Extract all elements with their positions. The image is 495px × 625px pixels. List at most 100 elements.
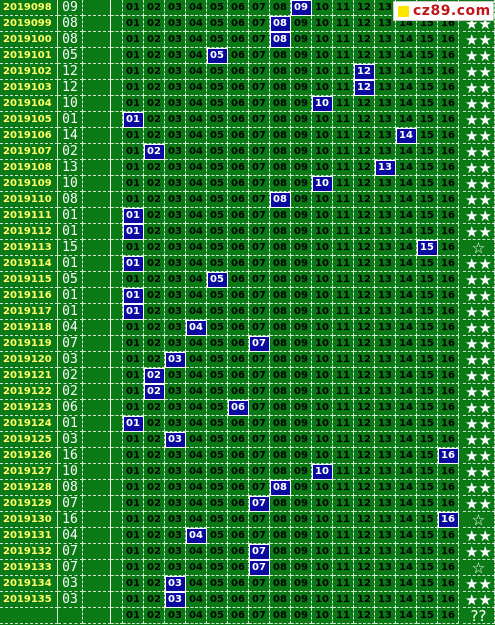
table-row: 2019124 01 01 02 03 04 05 06 07 08 09 10 11 12 13 14 15 1… bbox=[0, 416, 495, 432]
number-cell: 02 bbox=[144, 64, 165, 80]
number-cell: 16 bbox=[438, 48, 459, 64]
number-cell: 11 bbox=[333, 368, 354, 384]
number-cell: 08 bbox=[270, 448, 291, 464]
number-cell: 03 bbox=[165, 544, 186, 560]
star-rating: ★★ bbox=[463, 288, 495, 304]
special-number: 07 bbox=[58, 560, 83, 576]
special-number: 10 bbox=[58, 176, 83, 192]
number-cell: 16 bbox=[438, 80, 459, 96]
issue-number: 2019126 bbox=[0, 448, 58, 464]
spacer-column bbox=[83, 480, 111, 496]
number-cell: 03 bbox=[165, 480, 186, 496]
number-cell: 11 bbox=[333, 176, 354, 192]
number-cell: 13 bbox=[375, 400, 396, 416]
star-rating: ★★ bbox=[463, 224, 495, 240]
spacer-column bbox=[83, 448, 111, 464]
number-cell: 16 bbox=[438, 64, 459, 80]
number-cell: 11 bbox=[333, 80, 354, 96]
issue-number: 2019120 bbox=[0, 352, 58, 368]
number-cell: 10 bbox=[312, 480, 333, 496]
blank-column bbox=[111, 0, 123, 16]
blank-column bbox=[111, 560, 123, 576]
special-number: 08 bbox=[58, 480, 83, 496]
number-cell: 12 bbox=[354, 192, 375, 208]
number-cell: 08 bbox=[270, 576, 291, 592]
number-cell: 16 bbox=[438, 576, 459, 592]
table-row: 2019105 01 01 02 03 04 05 06 07 08 09 10 11 12 13 14 15 1… bbox=[0, 112, 495, 128]
issue-number: 2019118 bbox=[0, 320, 58, 336]
issue-number: 2019128 bbox=[0, 480, 58, 496]
number-cell: 10 bbox=[312, 112, 333, 128]
spacer-column bbox=[83, 512, 111, 528]
number-cell: 10 bbox=[312, 512, 333, 528]
spacer-column bbox=[83, 208, 111, 224]
number-cell: 10 bbox=[312, 384, 333, 400]
number-cell: 09 bbox=[291, 432, 312, 448]
hit-number-cell: 03 bbox=[165, 352, 186, 368]
number-cell: 08 bbox=[270, 528, 291, 544]
star-rating: ★★ bbox=[463, 448, 495, 464]
number-cell: 06 bbox=[228, 512, 249, 528]
spacer-column bbox=[83, 608, 111, 624]
star-rating: ★★ bbox=[463, 144, 495, 160]
number-cell: 08 bbox=[270, 208, 291, 224]
number-cell: 15 bbox=[417, 256, 438, 272]
number-cell: 06 bbox=[228, 192, 249, 208]
table-row: 2019125 03 01 02 03 04 05 06 07 08 09 10 11 12 13 14 15 1… bbox=[0, 432, 495, 448]
number-cell: 13 bbox=[375, 592, 396, 608]
number-cell: 09 bbox=[291, 176, 312, 192]
number-cell: 02 bbox=[144, 432, 165, 448]
spacer-column bbox=[83, 528, 111, 544]
hit-number-cell: 01 bbox=[123, 208, 144, 224]
number-cell: 07 bbox=[249, 352, 270, 368]
spacer-column bbox=[83, 48, 111, 64]
spacer-column bbox=[83, 400, 111, 416]
number-cell: 12 bbox=[354, 432, 375, 448]
number-cell: 14 bbox=[396, 144, 417, 160]
number-cell: 13 bbox=[375, 96, 396, 112]
number-cell: 07 bbox=[249, 320, 270, 336]
number-cell: 15 bbox=[417, 576, 438, 592]
number-cell: 06 bbox=[228, 608, 249, 624]
number-cell: 06 bbox=[228, 320, 249, 336]
blank-column bbox=[111, 48, 123, 64]
hit-number-cell: 03 bbox=[165, 592, 186, 608]
spacer-column bbox=[83, 144, 111, 160]
number-cell: 15 bbox=[417, 336, 438, 352]
number-cell: 04 bbox=[186, 496, 207, 512]
blank-column bbox=[111, 528, 123, 544]
number-cell: 15 bbox=[417, 208, 438, 224]
number-cell: 12 bbox=[354, 464, 375, 480]
number-cell: 04 bbox=[186, 544, 207, 560]
star-rating: ★★ bbox=[463, 64, 495, 80]
number-cell: 08 bbox=[270, 496, 291, 512]
number-cell: 14 bbox=[396, 480, 417, 496]
number-cell: 11 bbox=[333, 0, 354, 16]
blank-column bbox=[111, 512, 123, 528]
number-cell: 15 bbox=[417, 288, 438, 304]
special-number: 02 bbox=[58, 144, 83, 160]
number-cell: 11 bbox=[333, 160, 354, 176]
number-cell: 16 bbox=[438, 320, 459, 336]
number-cell: 06 bbox=[228, 144, 249, 160]
number-cell: 12 bbox=[354, 576, 375, 592]
table-row: 2019135 03 01 02 03 04 05 06 07 08 09 10 11 12 13 14 15 1… bbox=[0, 592, 495, 608]
table-row: 2019131 04 01 02 03 04 05 06 07 08 09 10 11 12 13 14 15 1… bbox=[0, 528, 495, 544]
number-cell: 02 bbox=[144, 560, 165, 576]
table-row: 2019110 08 01 02 03 04 05 06 07 08 09 10 11 12 13 14 15 1… bbox=[0, 192, 495, 208]
number-cell: 09 bbox=[291, 80, 312, 96]
number-cell: 11 bbox=[333, 128, 354, 144]
star-rating: ★★ bbox=[463, 336, 495, 352]
number-cell: 13 bbox=[375, 272, 396, 288]
number-cell: 08 bbox=[270, 224, 291, 240]
spacer-column bbox=[83, 592, 111, 608]
number-cell: 06 bbox=[228, 32, 249, 48]
number-cell: 08 bbox=[270, 464, 291, 480]
number-cell: 12 bbox=[354, 32, 375, 48]
blank-column bbox=[111, 480, 123, 496]
table-row: 2019103 12 01 02 03 04 05 06 07 08 09 10 11 12 13 14 15 1… bbox=[0, 80, 495, 96]
number-cell: 10 bbox=[312, 208, 333, 224]
special-number: 08 bbox=[58, 32, 83, 48]
blank-column bbox=[111, 368, 123, 384]
number-cell: 10 bbox=[312, 544, 333, 560]
